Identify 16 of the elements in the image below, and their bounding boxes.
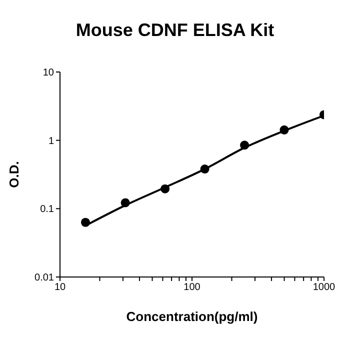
y-tick-label: 10 [42, 68, 54, 79]
x-tick-label: 10 [54, 282, 66, 294]
point [160, 184, 170, 194]
point [80, 218, 90, 227]
chart-title: Mouse CDNF ELISA Kit [74, 20, 276, 41]
y-tick-label: 1 [48, 136, 54, 147]
point [280, 125, 289, 134]
x-tick-label: 100 [184, 282, 201, 294]
x-axis-title: Concentration(pg/ml) [126, 309, 258, 324]
point [240, 140, 250, 150]
point [120, 198, 130, 208]
y-tick-label: 0.01 [34, 272, 54, 284]
y-axis-title: O.D. [6, 161, 22, 188]
x-tick-label: 1000 [312, 282, 336, 294]
point [200, 164, 210, 174]
y-tick-label: 0.1 [40, 204, 54, 216]
